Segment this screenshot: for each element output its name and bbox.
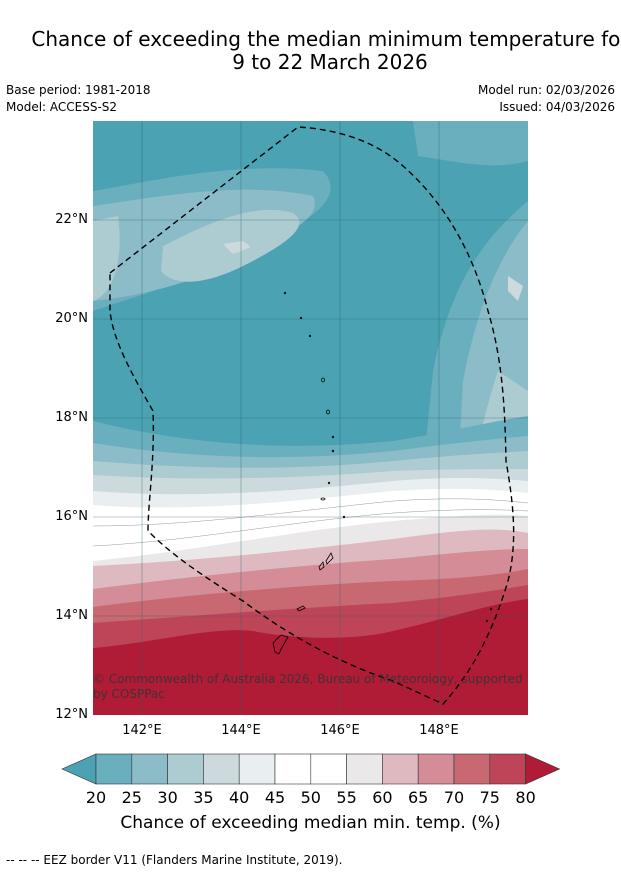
colorbar-label: Chance of exceeding median min. temp. (%…: [120, 813, 501, 833]
copyright-line-1: © Commonwealth of Australia 2026, Bureau…: [93, 672, 523, 686]
contour-band-above-80: [93, 599, 528, 715]
island-11: [489, 607, 493, 611]
colorbar-extend-low: [61, 753, 97, 785]
chart-title: Chance of exceeding the median minimum t…: [0, 28, 621, 74]
colorbar: [61, 753, 560, 785]
colorbar-tick-30: 30: [157, 788, 178, 807]
lat-label-12: 12°N: [55, 707, 88, 722]
colorbar-segment-75-80: [489, 753, 526, 785]
lat-label-22: 22°N: [55, 212, 88, 227]
colorbar-segment-35-40: [203, 753, 240, 785]
colorbar-tick-75: 75: [479, 788, 500, 807]
colorbar-tick-40: 40: [229, 788, 250, 807]
colorbar-segment-40-45: [238, 753, 276, 785]
title-line-1: Chance of exceeding the median minimum t…: [31, 27, 621, 51]
island-saipan: [325, 552, 334, 565]
colorbar-tick-20: 20: [85, 788, 107, 807]
base-period: Base period: 1981-2018: [6, 83, 151, 97]
colorbar-extend-high: [525, 753, 560, 785]
eez-border: [109, 126, 515, 705]
copyright-line-2: by COSPPac: [93, 687, 165, 701]
graticule: [93, 121, 528, 715]
eez-legend-note: -- -- -- EEZ border V11 (Flanders Marine…: [6, 853, 343, 867]
colorbar-tick-35: 35: [193, 788, 214, 807]
colorbar-segment-70-75: [453, 753, 491, 785]
contour-line-2: [93, 509, 528, 547]
meta-left: Base period: 1981-2018 Model: ACCESS-S2: [6, 82, 151, 116]
island-3: [308, 334, 312, 338]
colorbar-segment-45-50: [274, 753, 312, 785]
colorbar-segment-30-35: [167, 753, 204, 785]
model-name: Model: ACCESS-S2: [6, 100, 118, 114]
lat-label-14: 14°N: [55, 608, 88, 623]
island-tinian: [318, 561, 325, 571]
lat-label-16: 16°N: [55, 509, 88, 524]
colorbar-segment-60-65: [382, 753, 419, 785]
colorbar-tick-45: 45: [264, 788, 286, 807]
lon-label-142: 142°E: [122, 723, 162, 738]
issued-date: Issued: 04/03/2026: [499, 100, 615, 114]
contour-lines: [93, 498, 528, 547]
colorbar-tick-25: 25: [121, 788, 142, 807]
colorbar-tick-60: 60: [372, 788, 393, 807]
colorbar-segment-65-70: [417, 753, 455, 785]
island-6: [331, 435, 335, 439]
island-10: [342, 515, 346, 519]
island-8: [327, 481, 331, 485]
island-1: [283, 291, 287, 295]
island-7: [331, 449, 335, 453]
island-12: [485, 619, 489, 623]
lon-label-144: 144°E: [221, 723, 261, 738]
lon-label-146: 146°E: [320, 723, 360, 738]
contour-band-left-edge-35: [93, 216, 120, 301]
lon-label-148: 148°E: [419, 723, 459, 738]
colorbar-tick-50: 50: [300, 788, 321, 807]
island-guam: [272, 634, 289, 655]
island-2: [299, 316, 303, 320]
meta-right: Model run: 02/03/2026 Issued: 04/03/2026: [478, 82, 615, 116]
colorbar-segment-50-55: [310, 753, 347, 785]
islands: [272, 291, 493, 655]
colorbar-segment-55-60: [346, 753, 383, 785]
island-9: [320, 497, 326, 501]
map-panel: [93, 121, 528, 715]
lat-label-20: 20°N: [55, 311, 88, 326]
colorbar-segment-25-30: [131, 753, 168, 785]
contour-band-upper-right-25: [413, 121, 528, 166]
contour-line-1: [93, 498, 528, 527]
copyright-notice: © Commonwealth of Australia 2026, Bureau…: [93, 672, 523, 702]
colorbar-tick-55: 55: [336, 788, 357, 807]
colorbar-tick-70: 70: [443, 788, 465, 807]
island-5: [326, 409, 330, 415]
contour-band-right-notch-40: [508, 276, 523, 301]
colorbar-tick-65: 65: [408, 788, 429, 807]
colorbar-tick-80: 80: [515, 788, 536, 807]
island-rota: [296, 605, 306, 612]
model-run: Model run: 02/03/2026: [477, 83, 615, 97]
title-line-2: 9 to 22 March 2026: [232, 50, 428, 74]
colorbar-segment-20-25: [95, 753, 133, 785]
lat-label-18: 18°N: [55, 410, 88, 425]
island-4: [321, 377, 325, 383]
contour-band-upper-left-40: [223, 241, 251, 254]
